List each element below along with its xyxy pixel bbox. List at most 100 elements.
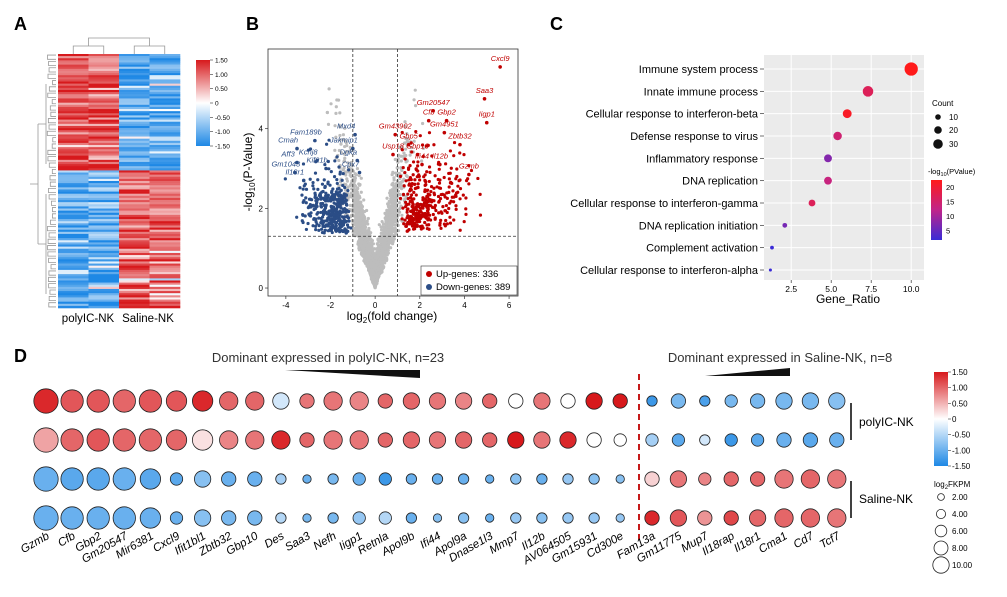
heatmap-cell: [149, 89, 181, 93]
heatmap-cell: [119, 250, 150, 254]
heatmap-cell: [149, 62, 181, 65]
heatmap-cell: [149, 136, 181, 139]
volcano-point-down: [306, 221, 310, 226]
heatmap-cell: [88, 212, 120, 216]
heatmap-row-dendrogram: [30, 54, 56, 308]
expression-bubble: [247, 510, 263, 526]
volcano-point-ns: [344, 150, 349, 154]
heatmap-cell: [58, 288, 89, 292]
heatmap-cell: [58, 238, 89, 241]
volcano-point-ns: [400, 168, 404, 173]
expression-bubble: [586, 432, 602, 448]
volcano-point-up: [426, 211, 430, 215]
heatmap-cell: [149, 191, 181, 194]
volcano-point-up: [413, 221, 417, 225]
heatmap-cell: [149, 187, 181, 190]
volcano-gene-label-down: Fam189b: [290, 128, 322, 137]
volcano-gene-label-up: Cfb: [423, 108, 435, 117]
volcano-point-up: [427, 216, 431, 221]
color-legend-tick-label: 0.50: [952, 399, 968, 408]
heatmap-cell: [119, 227, 150, 230]
heatmap-cell: [88, 216, 120, 220]
colorbar-tick-label: 1.50: [215, 58, 228, 65]
go-pvalue-colorbar: [931, 180, 942, 240]
heatmap-cell: [119, 282, 150, 286]
heatmap-cell: [88, 210, 120, 214]
heatmap-cell: [58, 64, 89, 67]
volcano-point-up: [413, 224, 417, 228]
volcano-point-ns: [359, 231, 363, 235]
volcano-point-down: [349, 226, 353, 230]
heatmap-cell: [149, 77, 181, 80]
heatmap-cell: [88, 286, 120, 290]
heatmap-cell: [88, 248, 120, 252]
volcano-point-up: [407, 218, 412, 222]
volcano-point-down: [321, 215, 325, 219]
heatmap-cell: [88, 104, 120, 108]
volcano-point-up: [423, 211, 427, 216]
volcano-labeled-point: [391, 152, 395, 157]
expression-bubble: [646, 395, 658, 407]
heatmap-cell: [58, 149, 89, 152]
volcano-point-down: [304, 196, 308, 200]
volcano-point-up: [401, 165, 405, 170]
heatmap-cell: [88, 242, 120, 245]
heatmap-column-dendrogram: [72, 37, 166, 54]
volcano-point-up: [451, 189, 455, 193]
legend-down-marker: [426, 284, 432, 290]
volcano-point-ns: [404, 174, 409, 178]
heatmap-cell: [149, 66, 181, 70]
expression-bubble: [377, 393, 393, 409]
volcano-point-ns: [388, 234, 392, 238]
volcano-point-ns: [392, 236, 396, 240]
heatmap-cell: [58, 56, 89, 59]
volcano-point-up: [430, 154, 434, 158]
heatmap-colorbar-ticks: 1.50 1.00 0.50 0 -0.50 -1.00 -1.50: [210, 58, 230, 151]
volcano-point-ns: [393, 227, 397, 231]
volcano-point-down: [316, 178, 320, 182]
heatmap-cell: [119, 102, 150, 106]
volcano-labeled-point: [438, 162, 442, 167]
expression-bubble: [138, 389, 162, 413]
heatmap-cell: [58, 115, 89, 118]
heatmap-cell: [88, 274, 120, 277]
volcano-point-ns: [344, 141, 348, 145]
heatmap-cell: [58, 111, 89, 114]
heatmap-cell: [149, 119, 181, 123]
volcano-point-ns: [384, 232, 388, 237]
volcano-point-down: [324, 211, 328, 215]
heatmap-cell: [149, 267, 181, 271]
go-term-point: [824, 154, 832, 163]
heatmap-cell: [88, 255, 120, 258]
expression-bubble: [60, 389, 84, 413]
volcano-point-ns: [390, 213, 395, 218]
heatmap-cell: [58, 204, 89, 207]
heatmap-cell: [119, 73, 150, 76]
volcano-point-up: [428, 170, 432, 174]
volcano-point-up: [426, 192, 430, 196]
volcano-point-ns: [326, 122, 331, 126]
heatmap-cell: [149, 210, 181, 214]
volcano-point-up: [464, 207, 468, 211]
panel-d-letter: D: [14, 346, 27, 366]
bubble-matrix: [33, 388, 847, 531]
heatmap-cell: [149, 70, 181, 74]
heatmap-cell: [88, 106, 120, 110]
volcano-point-up: [469, 168, 474, 173]
heatmap-cell: [58, 140, 89, 144]
volcano-point-down: [300, 193, 304, 197]
volcano-point-down: [329, 212, 334, 216]
volcano-point-up: [432, 192, 437, 197]
heatmap-cell: [149, 219, 181, 222]
volcano-point-ns: [371, 267, 375, 272]
heatmap-cell: [149, 269, 181, 273]
panel-a-letter: A: [14, 14, 27, 34]
heatmap-cell: [119, 185, 150, 188]
heatmap-cell: [88, 206, 120, 209]
volcano-point-ns: [345, 177, 349, 181]
heatmap-cell: [149, 242, 181, 245]
size-legend-label: 4.00: [952, 510, 968, 519]
volcano-labeled-point: [353, 132, 357, 137]
heatmap-cell: [58, 276, 89, 279]
heatmap-cell: [58, 208, 89, 211]
